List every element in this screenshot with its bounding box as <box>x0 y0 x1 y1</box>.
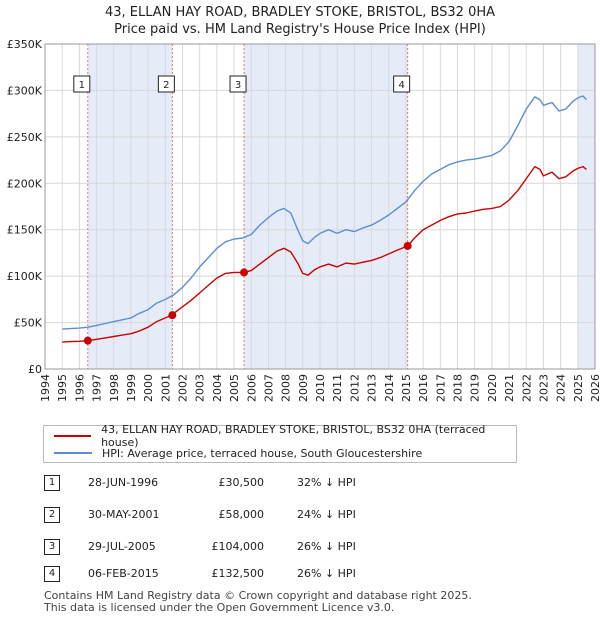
x-tick-label: 2018 <box>452 374 465 402</box>
y-tick-label: £250K <box>7 131 43 144</box>
y-tick-label: £150K <box>7 224 43 237</box>
y-tick-label: £100K <box>7 270 43 283</box>
plot-frame <box>44 43 596 370</box>
x-tick-label: 2019 <box>469 374 482 402</box>
sale-row-3: 3 29-JUL-2005 £104,000 26% ↓ HPI <box>0 539 600 559</box>
x-tick-label: 1996 <box>73 374 86 402</box>
x-tick-label: 2020 <box>486 374 499 402</box>
sale-marker-label: 1 <box>79 80 85 91</box>
x-tick-label: 2004 <box>211 374 224 402</box>
footer-copyright: Contains HM Land Registry data © Crown c… <box>44 589 472 602</box>
sale-marker-label: 3 <box>235 80 241 91</box>
sale-point <box>83 336 92 345</box>
x-tick-label: 1999 <box>125 374 138 402</box>
x-tick-label: 2009 <box>297 374 310 402</box>
x-tick-label: 2021 <box>503 374 516 402</box>
x-tick-label: 2015 <box>400 374 413 402</box>
legend-blue-label: HPI: Average price, terraced house, Sout… <box>102 446 423 460</box>
x-tick-label: 2017 <box>434 374 447 402</box>
legend-red-label: 43, ELLAN HAY ROAD, BRADLEY STOKE, BRIST… <box>101 423 486 449</box>
x-tick-label: 2003 <box>194 374 207 402</box>
sale-date: 28-JUN-1996 <box>88 476 159 489</box>
sale-hpi-diff: 32% ↓ HPI <box>297 476 356 489</box>
sale-price: £104,000 <box>211 540 265 553</box>
sale-badge: 4 <box>44 566 60 582</box>
sale-badge: 2 <box>44 507 60 523</box>
y-tick-label: £50K <box>14 317 43 330</box>
x-tick-label: 2011 <box>331 374 344 402</box>
x-tick-label: 2023 <box>537 374 550 402</box>
sale-point <box>168 311 177 320</box>
series-line-property <box>62 165 587 343</box>
x-tick-label: 2005 <box>228 374 241 402</box>
sale-price: £58,000 <box>218 508 265 521</box>
x-tick-label: 1994 <box>39 374 52 402</box>
x-tick-label: 1997 <box>91 374 104 402</box>
chart-title-line2: Price paid vs. HM Land Registry's House … <box>114 22 486 37</box>
x-tick-label: 2025 <box>572 374 585 402</box>
sale-price: £30,500 <box>218 476 265 489</box>
sale-hpi-diff: 26% ↓ HPI <box>297 567 356 580</box>
x-tick-label: 2014 <box>383 374 396 402</box>
y-tick-label: £200K <box>7 177 43 190</box>
sale-badge: 1 <box>44 475 60 491</box>
sale-marker-label: 4 <box>398 80 404 91</box>
x-tick-label: 1995 <box>56 374 69 402</box>
sale-row-2: 2 30-MAY-2001 £58,000 24% ↓ HPI <box>0 507 600 527</box>
sale-date: 06-FEB-2015 <box>88 567 159 580</box>
legend-red-line <box>54 435 92 437</box>
x-tick-label: 2007 <box>262 374 275 402</box>
shaded-band <box>244 44 408 369</box>
sale-hpi-diff: 26% ↓ HPI <box>297 540 356 553</box>
x-tick-label: 2016 <box>417 374 430 402</box>
price-chart: 1 2 3 4 £0 £50K £100K £150K £200K £250K £300K £350… <box>7 38 600 402</box>
x-tick-label: 2012 <box>348 374 361 402</box>
sale-marker-box <box>73 75 91 93</box>
sale-date: 29-JUL-2005 <box>88 540 156 553</box>
y-tick-label: £300K <box>7 84 43 97</box>
x-tick-label: 2010 <box>314 374 327 402</box>
x-tick-label: 2002 <box>177 374 190 402</box>
x-tick-label: 2024 <box>555 374 568 402</box>
sale-marker-box <box>393 75 411 93</box>
legend-item-property: 43, ELLAN HAY ROAD, BRADLEY STOKE, BRIST… <box>44 423 516 449</box>
y-tick-label: £350K <box>7 38 43 51</box>
footer-license: This data is licensed under the Open Gov… <box>44 601 395 614</box>
x-tick-label: 2000 <box>142 374 155 402</box>
x-tick-label: 2006 <box>245 374 258 402</box>
sale-point <box>403 241 412 250</box>
legend-blue-line <box>54 452 92 454</box>
sale-row-4: 4 06-FEB-2015 £132,500 26% ↓ HPI <box>0 566 600 586</box>
shaded-band <box>577 44 595 369</box>
sale-marker-label: 2 <box>163 80 169 91</box>
footer: Contains HM Land Registry data © Crown c… <box>44 590 472 614</box>
sale-marker-box <box>229 75 247 93</box>
sale-hpi-diff: 24% ↓ HPI <box>297 508 356 521</box>
chart-title-line1: 43, ELLAN HAY ROAD, BRADLEY STOKE, BRIST… <box>104 5 496 20</box>
shaded-band <box>87 44 173 369</box>
sale-marker-box <box>157 75 175 93</box>
x-tick-label: 2026 <box>589 374 600 402</box>
series-line-hpi <box>62 95 587 330</box>
sale-price: £132,500 <box>211 567 265 580</box>
legend: 43, ELLAN HAY ROAD, BRADLEY STOKE, BRIST… <box>43 423 517 463</box>
sale-badge: 3 <box>44 539 60 555</box>
sale-row-1: 1 28-JUN-1996 £30,500 32% ↓ HPI <box>0 475 600 495</box>
x-tick-label: 2022 <box>520 374 533 402</box>
sale-date: 30-MAY-2001 <box>88 508 160 521</box>
x-tick-label: 2013 <box>366 374 379 402</box>
x-tick-label: 2008 <box>280 374 293 402</box>
legend-item-hpi: HPI: Average price, terraced house, Sout… <box>44 445 422 461</box>
sale-point <box>240 268 249 277</box>
y-tick-label: £0 <box>28 363 42 376</box>
x-tick-label: 1998 <box>108 374 121 402</box>
x-tick-label: 2001 <box>159 374 172 402</box>
